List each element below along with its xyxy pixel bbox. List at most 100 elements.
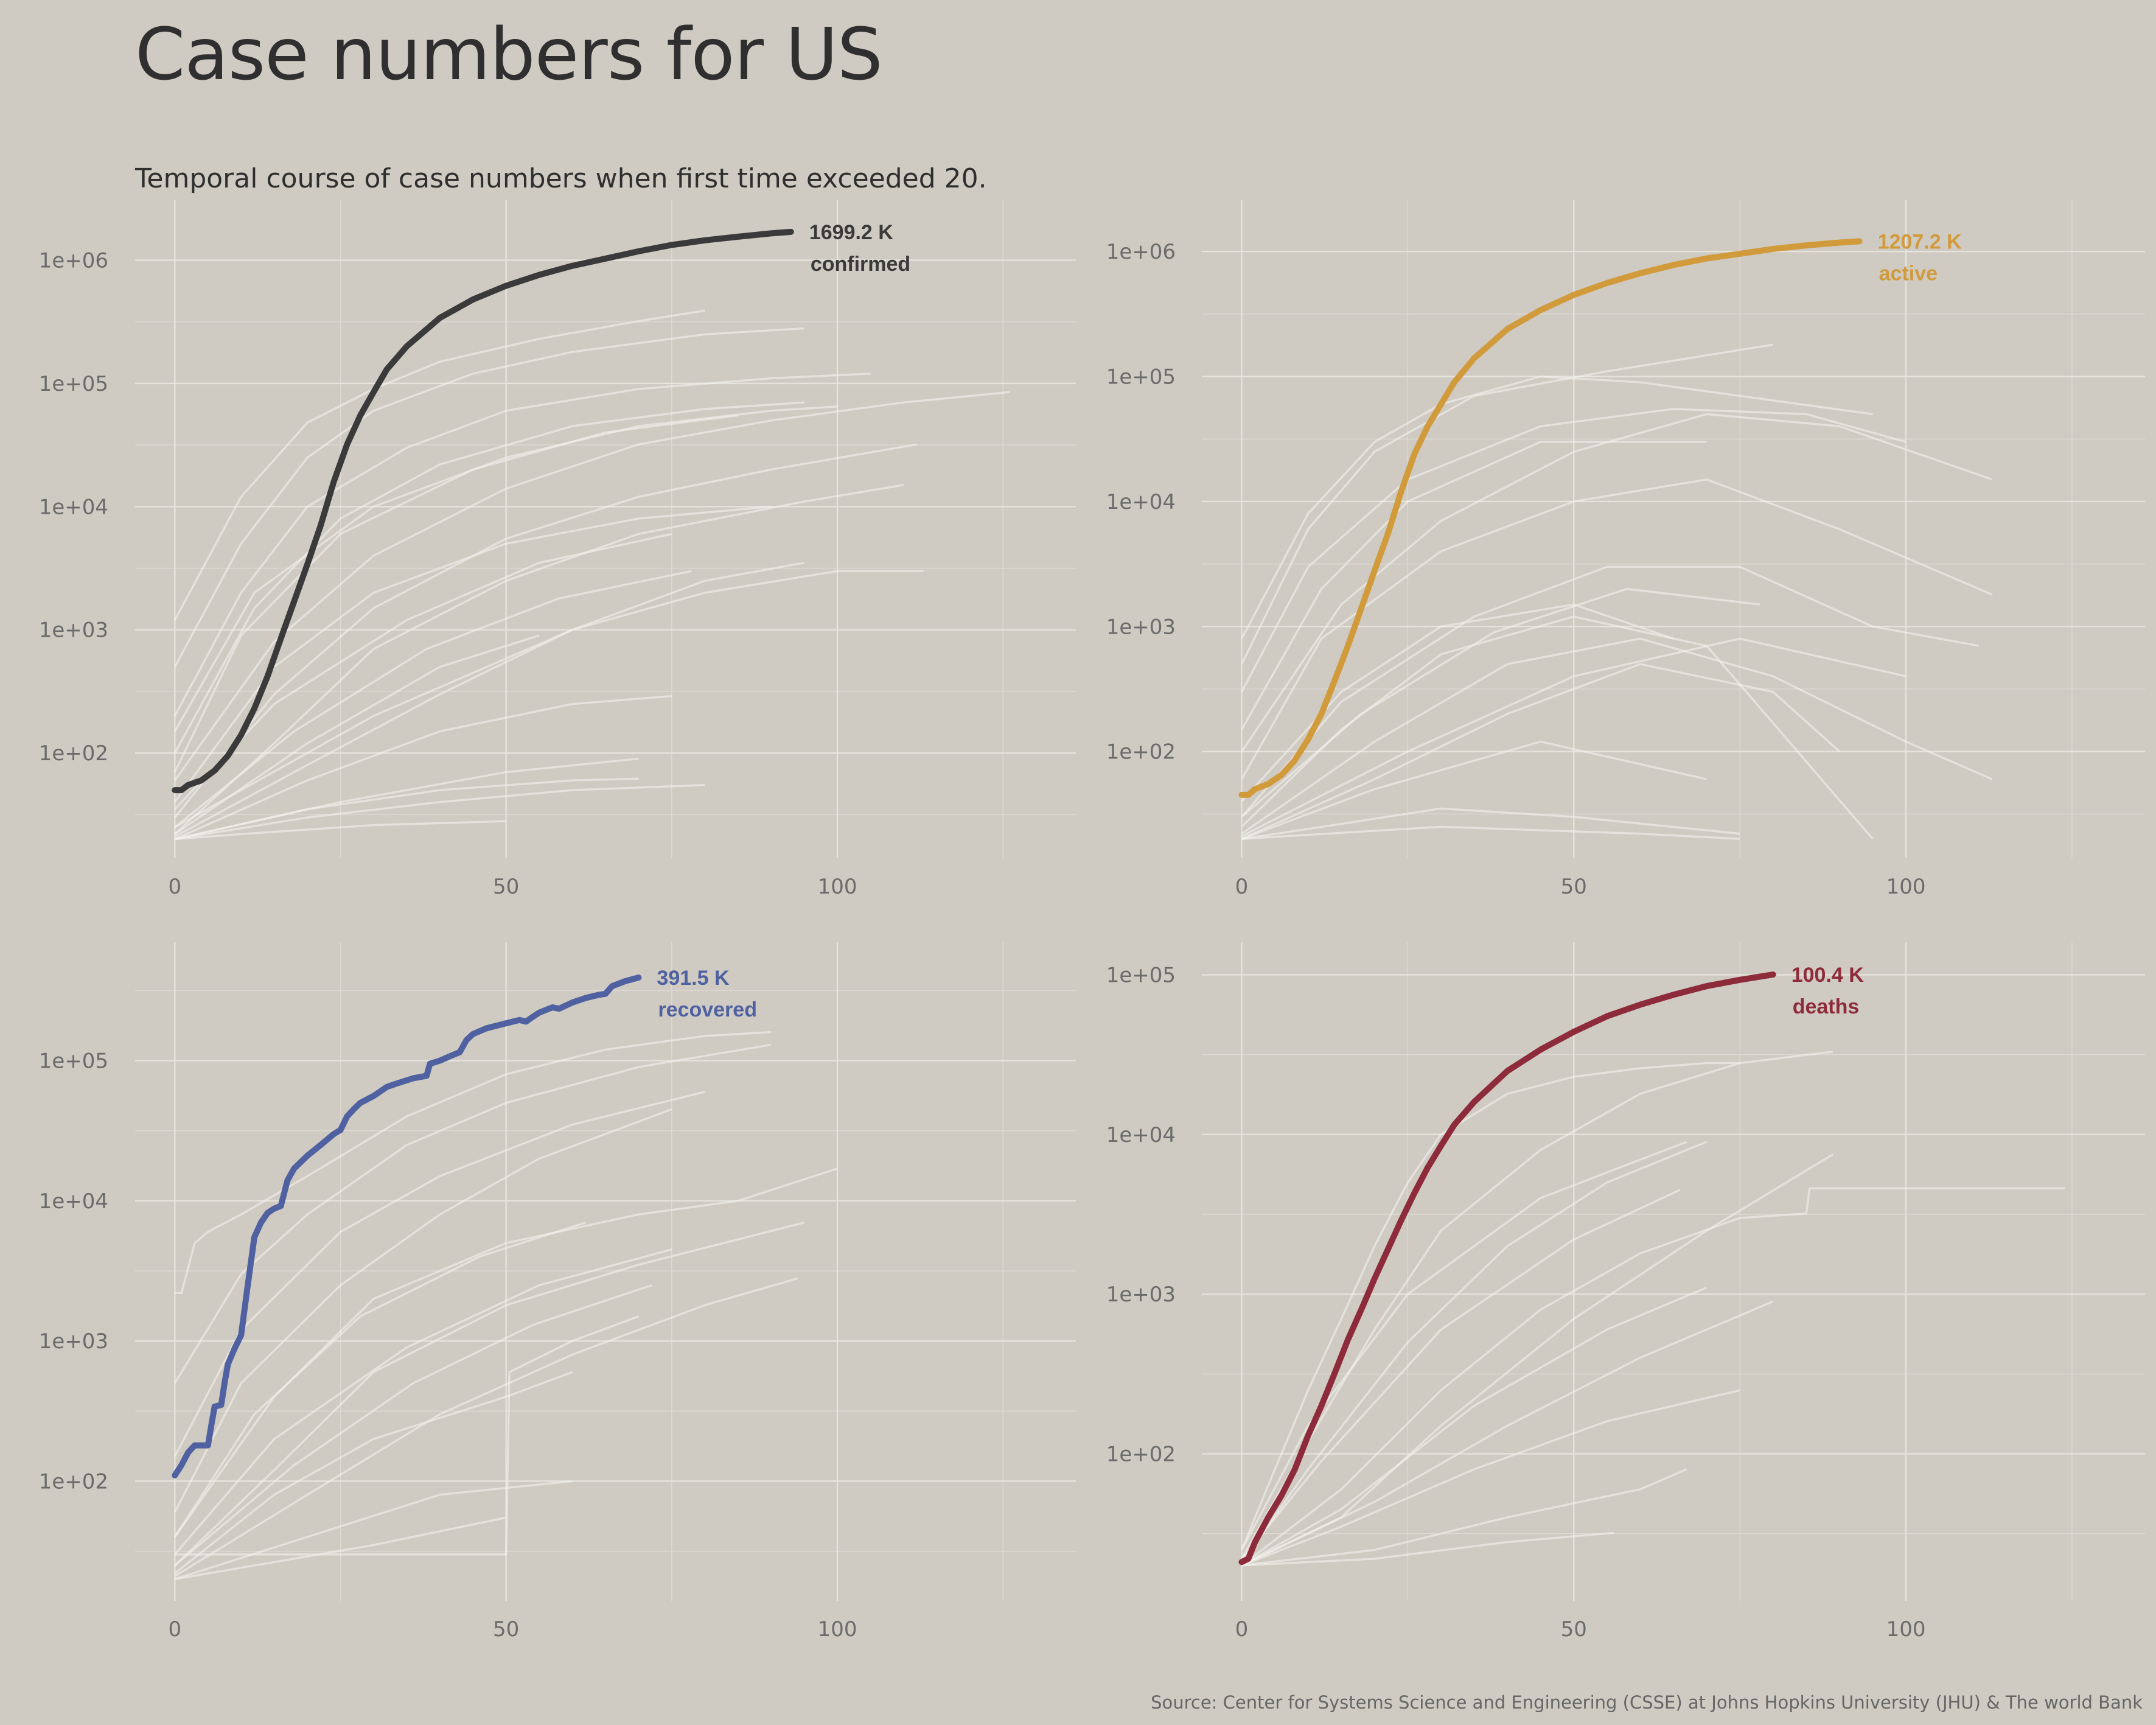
background-series-line xyxy=(174,570,692,828)
background-series-line xyxy=(174,1221,805,1567)
background-series-line xyxy=(174,634,540,835)
end-value-label: 1207.2 K xyxy=(1878,230,1962,253)
highlight-series-line xyxy=(1238,971,1776,1566)
background-series-line xyxy=(1241,1300,1774,1567)
background-series-line xyxy=(173,401,804,754)
background-series-line xyxy=(174,1277,798,1577)
background-series-line xyxy=(1240,343,1773,665)
background-series-line xyxy=(174,561,804,828)
background-series-line xyxy=(1241,478,1993,780)
y-tick-label: 1e+02 xyxy=(39,741,108,766)
background-series-line xyxy=(1241,825,1740,840)
background-series-line xyxy=(173,1108,672,1513)
x-tick-label: 50 xyxy=(493,1617,519,1642)
background-series-line xyxy=(1241,1468,1687,1567)
background-series-line xyxy=(1241,603,1674,802)
background-series-line xyxy=(175,1516,507,1580)
x-tick-label: 0 xyxy=(1235,1617,1249,1642)
y-tick-label: 1e+02 xyxy=(1106,1442,1176,1466)
highlight-series-line xyxy=(172,974,642,1478)
end-series-label: confirmed xyxy=(811,253,910,276)
background-series-line xyxy=(175,820,506,841)
y-tick-label: 1e+03 xyxy=(39,1329,108,1354)
background-series-line xyxy=(175,784,705,841)
x-tick-label: 100 xyxy=(1886,875,1926,899)
background-series-line xyxy=(1241,1389,1740,1567)
background-series-line xyxy=(174,695,672,841)
background-series-line xyxy=(173,505,772,803)
highlight-series-line xyxy=(172,228,794,794)
background-series-line xyxy=(1241,1153,1833,1567)
background-series-line xyxy=(174,484,904,835)
y-tick-label: 1e+03 xyxy=(39,618,108,643)
background-series-line xyxy=(173,443,917,819)
end-value-label: 391.5 K xyxy=(657,967,730,990)
x-tick-label: 0 xyxy=(169,875,182,899)
background-series-line xyxy=(174,1284,652,1567)
background-series-line xyxy=(175,1315,639,1556)
y-tick-label: 1e+03 xyxy=(1106,1282,1176,1307)
source-caption: Source: Center for Systems Science and E… xyxy=(1151,1692,2143,1713)
background-series-line xyxy=(1241,1189,1681,1559)
highlight-series-line xyxy=(1238,238,1863,798)
y-tick-label: 1e+04 xyxy=(39,495,108,519)
y-tick-label: 1e+02 xyxy=(1106,740,1176,765)
background-series-line xyxy=(1241,807,1740,840)
end-series-label: active xyxy=(1879,262,1938,285)
end-series-label: recovered xyxy=(658,998,757,1021)
y-tick-label: 1e+05 xyxy=(1106,964,1176,988)
background-series-line xyxy=(1241,1531,1614,1567)
background-series-line xyxy=(174,1480,573,1580)
x-tick-label: 100 xyxy=(818,875,857,899)
y-tick-label: 1e+06 xyxy=(1106,240,1176,264)
chart-title: Case numbers for US xyxy=(135,12,883,96)
background-series-line xyxy=(1240,1062,1740,1551)
end-value-label: 100.4 K xyxy=(1791,964,1865,987)
y-tick-label: 1e+04 xyxy=(39,1189,108,1214)
y-tick-label: 1e+05 xyxy=(39,372,108,396)
background-series-line xyxy=(173,1091,705,1457)
background-series-line xyxy=(1241,637,1907,838)
background-series-line xyxy=(175,1030,772,1294)
x-tick-label: 100 xyxy=(818,1617,857,1642)
background-series-line xyxy=(1241,1141,1708,1563)
chart-subtitle: Temporal course of case numbers when fir… xyxy=(135,163,987,194)
background-series-line xyxy=(1241,1286,1708,1567)
background-series-line xyxy=(173,1221,586,1538)
y-tick-label: 1e+05 xyxy=(39,1049,108,1074)
background-series-line xyxy=(173,309,705,621)
background-series-line xyxy=(173,373,871,717)
y-tick-label: 1e+02 xyxy=(39,1469,108,1494)
background-series-line xyxy=(173,1043,772,1384)
x-tick-label: 0 xyxy=(169,1617,182,1642)
background-series-line xyxy=(173,405,838,732)
background-series-line xyxy=(1240,375,1873,639)
background-series-line xyxy=(173,391,1010,782)
y-tick-label: 1e+04 xyxy=(1106,1123,1176,1147)
background-series-line xyxy=(174,777,639,841)
y-tick-label: 1e+04 xyxy=(1106,490,1176,514)
background-series-line xyxy=(174,1248,672,1555)
x-tick-label: 50 xyxy=(1561,1617,1587,1642)
background-series-line xyxy=(1241,413,1993,752)
background-series-line xyxy=(1241,565,1980,818)
end-series-label: deaths xyxy=(1793,995,1860,1018)
x-tick-label: 50 xyxy=(493,875,519,899)
y-tick-label: 1e+06 xyxy=(39,248,108,273)
background-series-line xyxy=(1241,663,1841,840)
background-series-line xyxy=(1241,1141,1687,1551)
end-value-label: 1699.2 K xyxy=(809,221,893,244)
background-series-line xyxy=(1241,740,1707,840)
background-series-line xyxy=(173,327,804,668)
background-series-line xyxy=(1241,1051,1833,1559)
background-series-line xyxy=(1241,441,1707,730)
y-tick-label: 1e+05 xyxy=(1106,365,1176,390)
x-tick-label: 100 xyxy=(1886,1617,1926,1642)
background-series-line xyxy=(1241,587,1760,818)
x-tick-label: 0 xyxy=(1235,875,1249,899)
background-series-line xyxy=(174,1371,573,1575)
